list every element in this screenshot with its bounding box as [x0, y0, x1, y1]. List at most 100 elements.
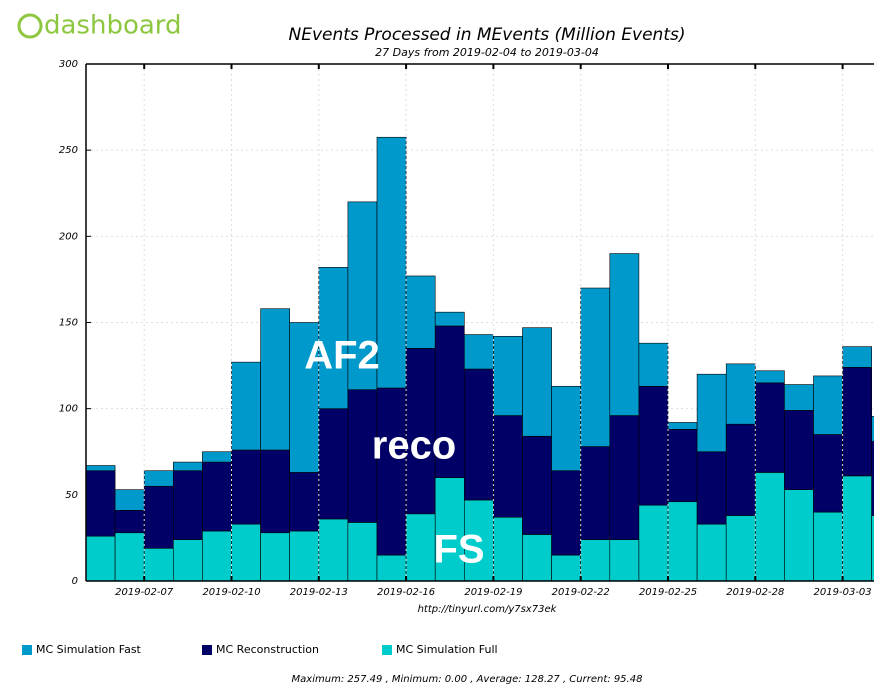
annotation: AF2 [304, 334, 380, 378]
bar-segment [114, 489, 145, 511]
y-tick-label: 200 [59, 231, 78, 242]
bar-segment [376, 136, 407, 389]
x-tick-label: 2019-02-28 [726, 587, 784, 598]
x-tick-label: 2019-02-13 [290, 587, 348, 598]
bar-segment [609, 415, 640, 540]
bar-segment [405, 348, 436, 515]
bar-segment [667, 429, 698, 503]
bar-segment [522, 327, 552, 437]
x-tick-label: 2019-02-07 [115, 587, 174, 598]
x-tick-label: 2019-02-19 [464, 587, 522, 598]
legend-label: MC Reconstruction [216, 643, 319, 656]
y-tick-label: 0 [72, 576, 78, 587]
bar-segment [173, 461, 203, 472]
bar-segment [871, 441, 874, 516]
bar-segment [667, 422, 698, 430]
bar-segment [143, 547, 174, 582]
bar-segment [551, 385, 581, 472]
y-tick-label: 100 [59, 404, 78, 415]
bar-segment [784, 489, 814, 582]
chart-title: NEvents Processed in MEvents (Million Ev… [289, 25, 686, 45]
bar-segment [143, 470, 174, 487]
bar-segment [231, 449, 261, 525]
bar-segment [289, 472, 320, 532]
bar-segment [202, 461, 232, 532]
bar-segment [260, 532, 291, 582]
bar-segment [725, 363, 756, 425]
bar-segment [347, 201, 378, 391]
y-tick-label: 300 [59, 59, 78, 70]
bar-segment [318, 518, 349, 582]
x-tick-label: 2019-02-10 [202, 587, 260, 598]
bar-segment [202, 451, 232, 463]
legend-swatch [202, 645, 212, 655]
bar-segment [376, 554, 407, 582]
bar-segment [754, 370, 785, 384]
bar-segment [754, 382, 785, 473]
bar-segment [173, 470, 203, 540]
bar-segment [580, 287, 611, 447]
bar-segment [85, 535, 116, 582]
bar-segment [784, 384, 814, 411]
bar-segment [609, 539, 640, 582]
bar-segment [260, 449, 291, 534]
bar-segment [231, 361, 261, 451]
logo-text: dashboard [44, 11, 182, 41]
chart-subtitle: 27 Days from 2019-02-04 to 2019-03-04 [375, 46, 599, 59]
bar-segment [463, 499, 494, 582]
bar-segment [696, 373, 727, 453]
bar-segment [638, 342, 669, 387]
bar-segment [405, 275, 436, 349]
bar-segment [85, 470, 116, 537]
bar-segment [813, 511, 843, 582]
x-tick-label: 2019-03-03 [814, 587, 872, 598]
bar-segment [143, 485, 174, 549]
bar-segment [725, 515, 756, 582]
annotation: reco [372, 424, 457, 468]
logo-icon [17, 13, 43, 39]
bar-segment [405, 513, 436, 582]
bar-segment [784, 410, 814, 490]
y-tick-label: 150 [59, 318, 78, 329]
bar-segment [347, 389, 378, 523]
x-tick-label: 2019-02-16 [377, 587, 435, 598]
y-tick-label: 250 [59, 145, 78, 156]
bar-segment [463, 368, 494, 501]
bar-segment [434, 311, 465, 327]
bar-segment [580, 539, 611, 582]
x-tick-label: 2019-02-25 [639, 587, 697, 598]
bar-segment [289, 530, 320, 582]
y-tick-label: 50 [65, 490, 78, 501]
bar-segment [871, 416, 874, 442]
bar-segment [318, 408, 349, 520]
bar-segment [696, 451, 727, 525]
bar-segment [667, 501, 698, 582]
bar-segment [551, 554, 581, 582]
bar-segment [493, 516, 523, 582]
bar-segment [522, 435, 552, 535]
bar-segment [347, 522, 378, 582]
bar-segment [231, 523, 261, 582]
bar-segment [609, 253, 640, 416]
footer: Maximum: 257.49 , Minimum: 0.00 , Averag… [292, 674, 643, 685]
bar-segment [376, 387, 407, 556]
bar-segment [318, 267, 349, 409]
bar-segment [842, 346, 872, 368]
bar-segment [754, 472, 785, 582]
bar-segment [173, 539, 203, 582]
bar-segment [114, 510, 145, 534]
bar-segment [725, 423, 756, 516]
bar-segment [260, 308, 291, 451]
bar-segment [85, 465, 116, 472]
bar-segment [638, 385, 669, 506]
legend-label: MC Simulation Fast [36, 643, 142, 656]
bar-segment [551, 470, 581, 556]
bar-segment [638, 504, 669, 582]
bar-segment [871, 515, 874, 582]
bar-segment [696, 523, 727, 582]
x-axis-label: http://tinyurl.com/y7sx73ek [418, 604, 558, 615]
bar-segment [114, 532, 145, 582]
bar-segment [842, 475, 872, 582]
